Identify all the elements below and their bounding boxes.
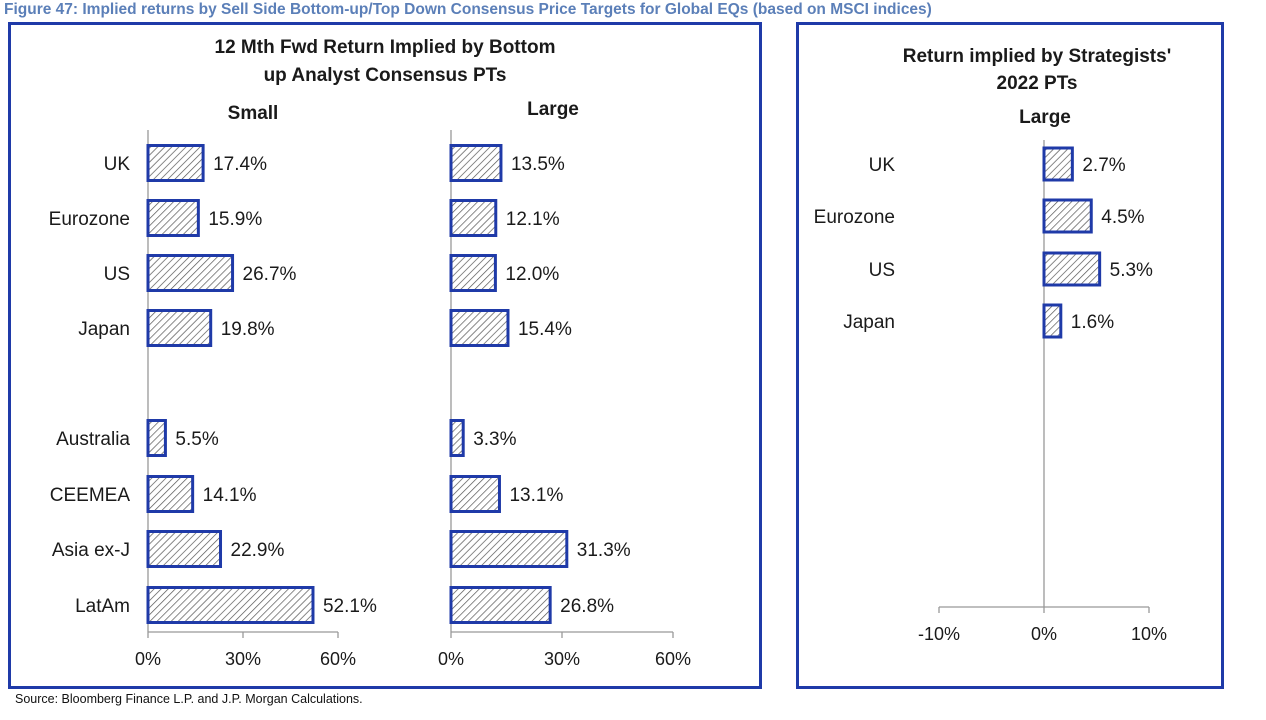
small-category-label: Australia (56, 429, 130, 450)
small-bar-uk (146, 144, 205, 182)
small-value-label: 5.5% (175, 429, 218, 450)
strategists-bar-us (1042, 251, 1102, 287)
strategists-category-label: US (869, 260, 895, 281)
strategists-panel (796, 22, 1224, 689)
large-bar-latam (449, 586, 552, 624)
small-category-label: CEEMEA (50, 485, 131, 506)
small-bar-japan (146, 309, 213, 347)
large-bar-asia-ex-j (449, 530, 569, 568)
strategists-tick-label: -10% (918, 624, 960, 644)
small-value-label: 14.1% (203, 485, 257, 506)
large-value-label: 12.1% (506, 209, 560, 230)
strategists-tick-label: 10% (1131, 624, 1167, 644)
large-bar-eurozone (449, 199, 498, 237)
left-panel-title-line2: up Analyst Consensus PTs (264, 65, 507, 86)
large-bar-japan (449, 309, 510, 347)
strategists-tick-label: 0% (1031, 624, 1057, 644)
large-value-label: 3.3% (473, 429, 516, 450)
large-bar-us (449, 254, 497, 292)
small-bar-asia-ex-j (146, 530, 223, 568)
small-tick-label: 60% (320, 649, 356, 669)
small-value-label: 26.7% (243, 264, 297, 285)
large-value-label: 13.1% (509, 485, 563, 506)
right-panel-title-line2: 2022 PTs (997, 73, 1078, 94)
small-category-label: US (104, 264, 130, 285)
small-bar-latam (146, 586, 315, 624)
large-value-label: 26.8% (560, 596, 614, 617)
small-bar-eurozone (146, 199, 200, 237)
small-category-label: UK (104, 154, 131, 175)
large-tick-label: 60% (655, 649, 691, 669)
large-bar-ceemea (449, 475, 501, 513)
small-value-label: 17.4% (213, 154, 267, 175)
large-bar-uk (449, 144, 503, 182)
source-note: Source: Bloomberg Finance L.P. and J.P. … (15, 692, 363, 706)
right-panel-title-line1: Return implied by Strategists' (903, 46, 1171, 67)
figure-title: Figure 47: Implied returns by Sell Side … (4, 1, 932, 18)
large-value-label: 12.0% (505, 264, 559, 285)
small-value-label: 15.9% (208, 209, 262, 230)
small-value-label: 52.1% (323, 596, 377, 617)
large-value-label: 15.4% (518, 319, 572, 340)
large-value-label: 31.3% (577, 540, 631, 561)
large-tick-label: 30% (544, 649, 580, 669)
small-tick-label: 30% (225, 649, 261, 669)
strategists-category-label: Japan (843, 312, 895, 333)
large-value-label: 13.5% (511, 154, 565, 175)
large-subtitle: Large (527, 99, 579, 120)
strategists-value-label: 4.5% (1101, 207, 1144, 228)
strategists-category-label: UK (869, 155, 896, 176)
strategists-bar-japan (1042, 303, 1063, 339)
small-bar-australia (146, 419, 167, 457)
strategists-value-label: 1.6% (1071, 312, 1114, 333)
small-category-label: Eurozone (49, 209, 130, 230)
left-panel-title-line1: 12 Mth Fwd Return Implied by Bottom (215, 37, 556, 58)
small-category-label: LatAm (75, 596, 130, 617)
large-tick-label: 0% (438, 649, 464, 669)
small-tick-label: 0% (135, 649, 161, 669)
small-category-label: Asia ex-J (52, 540, 130, 561)
strategists-bar-uk (1042, 146, 1074, 182)
large-bar-australia (449, 419, 465, 457)
strategists-subtitle: Large (1019, 107, 1071, 128)
small-bar-us (146, 254, 235, 292)
strategists-bar-eurozone (1042, 198, 1093, 234)
strategists-value-label: 2.7% (1082, 155, 1125, 176)
small-value-label: 22.9% (231, 540, 285, 561)
small-bar-ceemea (146, 475, 195, 513)
strategists-category-label: Eurozone (814, 207, 895, 228)
bottom-up-panel (8, 22, 762, 689)
strategists-value-label: 5.3% (1110, 260, 1153, 281)
small-category-label: Japan (78, 319, 130, 340)
small-subtitle: Small (228, 103, 279, 124)
small-value-label: 19.8% (221, 319, 275, 340)
